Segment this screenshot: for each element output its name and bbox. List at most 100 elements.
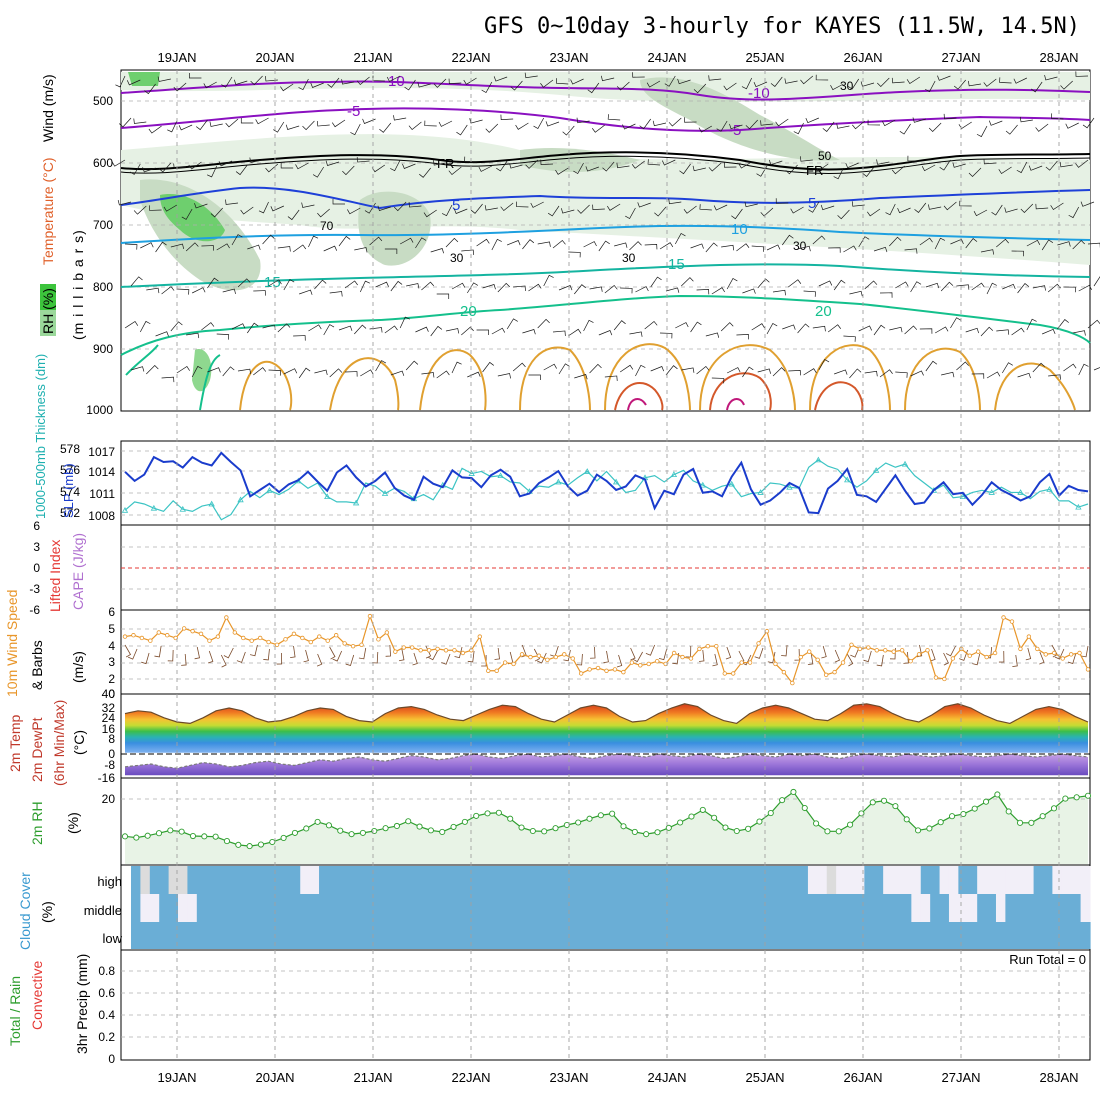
wind-barb (163, 204, 178, 212)
wind-barb (864, 370, 878, 377)
surface-wind-barb (945, 645, 956, 657)
rh-point (654, 829, 661, 836)
wind-barb (482, 361, 494, 373)
wind-barb (757, 368, 771, 374)
surface-wind-barb (181, 653, 187, 666)
cloud-cell (149, 922, 160, 949)
surface-wind-barb (632, 651, 643, 663)
wind-barb (583, 241, 597, 248)
isotherm-label: FR (437, 156, 454, 171)
wind-barb (543, 274, 554, 287)
cloud-cell (779, 866, 790, 894)
wind-barb (998, 166, 1012, 175)
rh-point (699, 806, 706, 813)
wind-barb (513, 285, 526, 291)
wind-barb (124, 243, 138, 250)
wind-barb (882, 119, 896, 127)
thickness-marker (497, 472, 504, 479)
wind-speed-point (1068, 652, 1074, 657)
wind-barb (646, 80, 661, 88)
wind-barb (952, 162, 966, 168)
surface-wind-barb (1067, 652, 1077, 665)
wind-barb (760, 207, 774, 217)
date-label: 21JAN (353, 50, 392, 65)
wind-barb (432, 160, 447, 166)
surface-wind-barb (698, 649, 705, 662)
wind-barb (329, 291, 343, 297)
wind-barb (976, 125, 988, 138)
thickness-tick: 574 (60, 485, 80, 499)
wind-barb (1063, 286, 1076, 293)
wind-barb (314, 369, 328, 376)
wind-speed-point (165, 633, 170, 638)
wind-speed-point (502, 660, 508, 665)
cloud-cell (572, 866, 583, 894)
cloud-cell (1071, 894, 1082, 922)
wind-speed-point (308, 639, 314, 645)
cloud-cell (995, 922, 1006, 949)
wind-barb (133, 205, 147, 215)
surface-wind-barb (332, 650, 343, 662)
rh-point (133, 834, 140, 841)
wind-barb (711, 377, 725, 384)
wind-speed-point (418, 648, 423, 653)
thickness-marker (208, 500, 215, 507)
cloud-cell (685, 922, 696, 949)
surface-wind-barb (441, 653, 451, 665)
wind-barb (515, 122, 529, 130)
rh-point (359, 829, 366, 836)
wind-barb (622, 123, 636, 130)
thickness-marker (179, 505, 186, 512)
cloud-cell (629, 894, 640, 922)
precip-axis-label: 3hr Precip (mm) (74, 954, 90, 1054)
wind-barb (800, 156, 813, 162)
surface-wind-barb (616, 654, 623, 668)
wind-barb (117, 199, 132, 206)
wind-speed-point (638, 663, 643, 668)
surface-wind-barb (807, 652, 814, 666)
surface-wind-barb (249, 644, 258, 657)
temp-tick: -8 (104, 758, 115, 772)
wind-barb (445, 237, 459, 248)
cloud-cell (262, 894, 273, 922)
cloud-cell (582, 894, 593, 922)
cloud-cell (262, 922, 273, 949)
cloud-cell (1005, 894, 1016, 922)
wind-speed-point (139, 635, 145, 641)
wind-barb (753, 81, 768, 88)
wind-barb (1011, 250, 1024, 257)
wind-barb (206, 165, 218, 178)
cloud-cell (422, 894, 433, 922)
cloud-level-label: middle (84, 903, 122, 918)
wind-barbs (111, 71, 1100, 384)
wind-barb (583, 319, 594, 332)
thickness-marker (352, 499, 360, 506)
wind-speed-point (181, 626, 187, 631)
cloud-cell (300, 894, 311, 922)
cloud-cell (206, 866, 217, 894)
wind-barb (270, 205, 284, 212)
cloud-cell (638, 866, 649, 894)
cloud-cell (131, 866, 142, 894)
cloud-cell (366, 922, 377, 949)
wind-tick: 5 (108, 622, 115, 636)
wind-barb (379, 122, 392, 133)
cloud-cell (666, 866, 677, 894)
wind-speed-point (528, 654, 533, 660)
rh-point (711, 814, 718, 821)
surface-wind-barb (358, 647, 367, 660)
wind-barb (476, 238, 490, 247)
low-level-contours (125, 343, 1076, 411)
cloud-cell (196, 894, 207, 922)
li-tick: -6 (29, 603, 40, 617)
cloud-cell (450, 922, 461, 949)
wind-speed-point (612, 667, 618, 672)
cloud-cell (1005, 922, 1016, 949)
wind-speed-point (291, 631, 297, 637)
wind-barb (543, 363, 557, 371)
wind-barb (574, 374, 588, 380)
contour-orange (419, 349, 487, 411)
wind-barb (790, 206, 804, 214)
wind-barb (424, 120, 437, 127)
wind-barb (736, 243, 750, 252)
